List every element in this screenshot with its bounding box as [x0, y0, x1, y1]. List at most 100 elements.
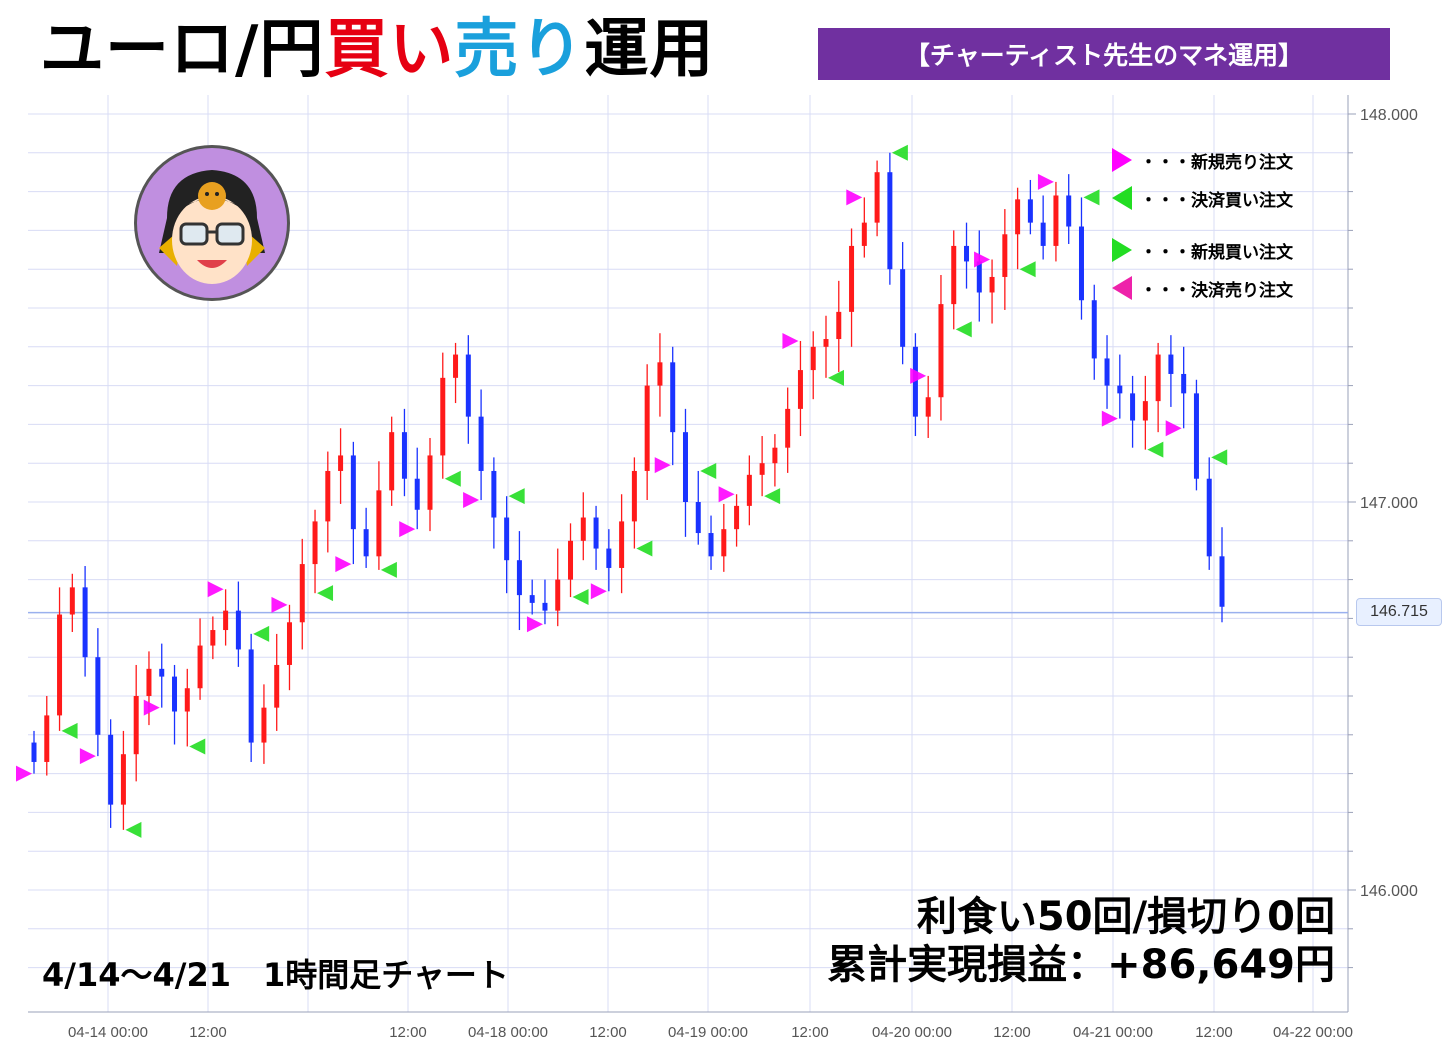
- candle-body: [593, 517, 599, 549]
- sell-order-marker: [910, 367, 927, 384]
- buy-order-marker: [508, 488, 525, 505]
- buy-order-marker: [955, 321, 972, 338]
- candle-body: [785, 408, 791, 448]
- legend-label: ・・・決済売り注文: [1140, 280, 1293, 301]
- x-tick-label: 04-21 00:00: [1073, 1024, 1153, 1041]
- candle-body: [951, 245, 957, 305]
- candle-body: [312, 521, 318, 565]
- y-tick-label: 146.000: [1360, 883, 1418, 900]
- candle-body: [810, 346, 816, 371]
- x-tick-label: 04-19 00:00: [668, 1024, 748, 1041]
- candle-body: [964, 245, 970, 262]
- trade-count: 利食い50回/損切り0回: [916, 894, 1335, 940]
- buy-order-marker: [636, 540, 653, 557]
- candle-body: [1219, 556, 1225, 607]
- candle-body: [900, 269, 906, 347]
- candle-body: [389, 432, 395, 491]
- buy-order-marker: [891, 144, 908, 161]
- buy-order-marker: [764, 488, 781, 505]
- legend-item-buy-new: ・・・新規買い注文: [1110, 235, 1293, 265]
- candle-body: [606, 548, 612, 568]
- magenta-left-triangle-icon: [1112, 276, 1132, 300]
- candle-body: [184, 688, 190, 712]
- buy-order-marker: [700, 462, 717, 479]
- candle-body: [1181, 373, 1187, 394]
- candle-body: [95, 657, 101, 735]
- candle-body: [797, 370, 803, 409]
- candle-body: [1015, 199, 1021, 235]
- candle-body: [350, 455, 356, 530]
- buy-order-marker: [1083, 189, 1100, 206]
- candle-body: [759, 463, 765, 475]
- candle-body: [133, 696, 139, 755]
- candle-body: [989, 276, 995, 293]
- sell-order-marker: [782, 332, 799, 349]
- candle-body: [568, 540, 574, 580]
- candle-body: [427, 455, 433, 510]
- candle-body: [542, 602, 548, 611]
- candle-body: [1142, 401, 1148, 421]
- candle-body: [491, 470, 497, 518]
- candle-body: [721, 529, 727, 557]
- buy-order-marker: [828, 369, 844, 386]
- candle-body: [363, 529, 369, 557]
- sell-order-marker: [463, 492, 480, 509]
- x-tick-label: 04-20 00:00: [872, 1024, 952, 1041]
- buy-order-marker: [572, 589, 589, 606]
- candle-body: [478, 416, 484, 471]
- candle-body: [516, 560, 522, 596]
- candle-body: [772, 447, 778, 464]
- current-price-label: 146.715: [1356, 598, 1442, 626]
- x-tick-label: 12:00: [389, 1024, 427, 1041]
- sell-order-marker: [974, 251, 991, 268]
- candle-body: [453, 354, 459, 378]
- candle-body: [401, 432, 407, 479]
- x-tick-label: 12:00: [589, 1024, 627, 1041]
- candle-body: [414, 478, 420, 510]
- period-label: 4/14～4/21 1時間足チャート: [42, 956, 509, 994]
- sell-order-marker: [271, 596, 288, 613]
- candle-body: [1193, 393, 1199, 479]
- buy-order-marker: [61, 722, 78, 739]
- candle-body: [555, 579, 561, 611]
- candle-body: [887, 172, 893, 270]
- buy-order-marker: [253, 625, 270, 642]
- buy-order-marker: [1147, 441, 1164, 458]
- y-tick-label: 147.000: [1360, 495, 1418, 512]
- candle-body: [976, 261, 982, 293]
- candle-body: [248, 649, 254, 743]
- teacher-face-icon: [159, 170, 265, 284]
- candle-body: [849, 245, 855, 312]
- candle-body: [159, 668, 165, 677]
- legend-label: ・・・決済買い注文: [1140, 190, 1293, 211]
- buy-order-marker: [444, 470, 461, 487]
- sell-order-marker: [1165, 420, 1182, 437]
- trade-summary: 利食い50回/損切り0回 累計実現損益：+86,649円: [827, 893, 1335, 989]
- title-sell: 売り: [454, 13, 585, 87]
- candle-body: [695, 502, 701, 534]
- buy-order-marker: [125, 821, 142, 838]
- banner: 【チャーティスト先生のマネ運用】: [818, 28, 1390, 80]
- candle-body: [325, 470, 331, 522]
- candle-body: [874, 172, 880, 223]
- x-tick-label: 04-18 00:00: [468, 1024, 548, 1041]
- sell-order-marker: [526, 616, 543, 633]
- sell-order-marker: [79, 748, 96, 765]
- candle-body: [1066, 195, 1072, 227]
- candle-body: [172, 676, 178, 712]
- sell-order-marker: [1037, 173, 1054, 190]
- candle-body: [69, 587, 75, 615]
- candle-body: [861, 222, 867, 246]
- candle-body: [299, 564, 305, 623]
- x-tick-label: 12:00: [189, 1024, 227, 1041]
- candle-body: [1117, 385, 1123, 394]
- sell-order-marker: [399, 521, 416, 538]
- candle-body: [1078, 226, 1084, 301]
- legend-item-sell-close: ・・・決済売り注文: [1110, 273, 1293, 303]
- x-tick-label: 12:00: [791, 1024, 829, 1041]
- candle-body: [1155, 354, 1161, 402]
- candle-body: [682, 432, 688, 502]
- candle-body: [1053, 195, 1059, 246]
- candle-body: [235, 610, 241, 650]
- legend-label: ・・・新規売り注文: [1140, 152, 1293, 173]
